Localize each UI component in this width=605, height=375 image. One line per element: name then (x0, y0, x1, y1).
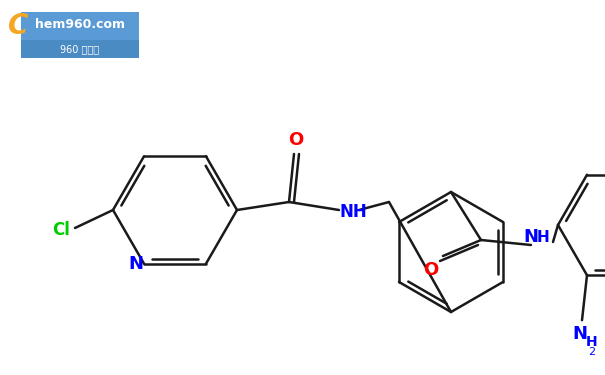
Text: Cl: Cl (52, 221, 70, 239)
Text: 960 化工网: 960 化工网 (60, 44, 100, 54)
Text: hem960.com: hem960.com (35, 18, 125, 32)
Text: N: N (128, 255, 143, 273)
Text: H: H (537, 230, 549, 244)
FancyBboxPatch shape (21, 12, 139, 40)
Text: N: N (523, 228, 538, 246)
Text: C: C (8, 12, 28, 40)
Text: H: H (586, 335, 598, 349)
Text: O: O (289, 131, 304, 149)
Text: N: N (572, 325, 587, 343)
FancyBboxPatch shape (21, 40, 139, 58)
Text: 2: 2 (589, 347, 595, 357)
Text: O: O (424, 261, 439, 279)
Text: NH: NH (339, 203, 367, 221)
